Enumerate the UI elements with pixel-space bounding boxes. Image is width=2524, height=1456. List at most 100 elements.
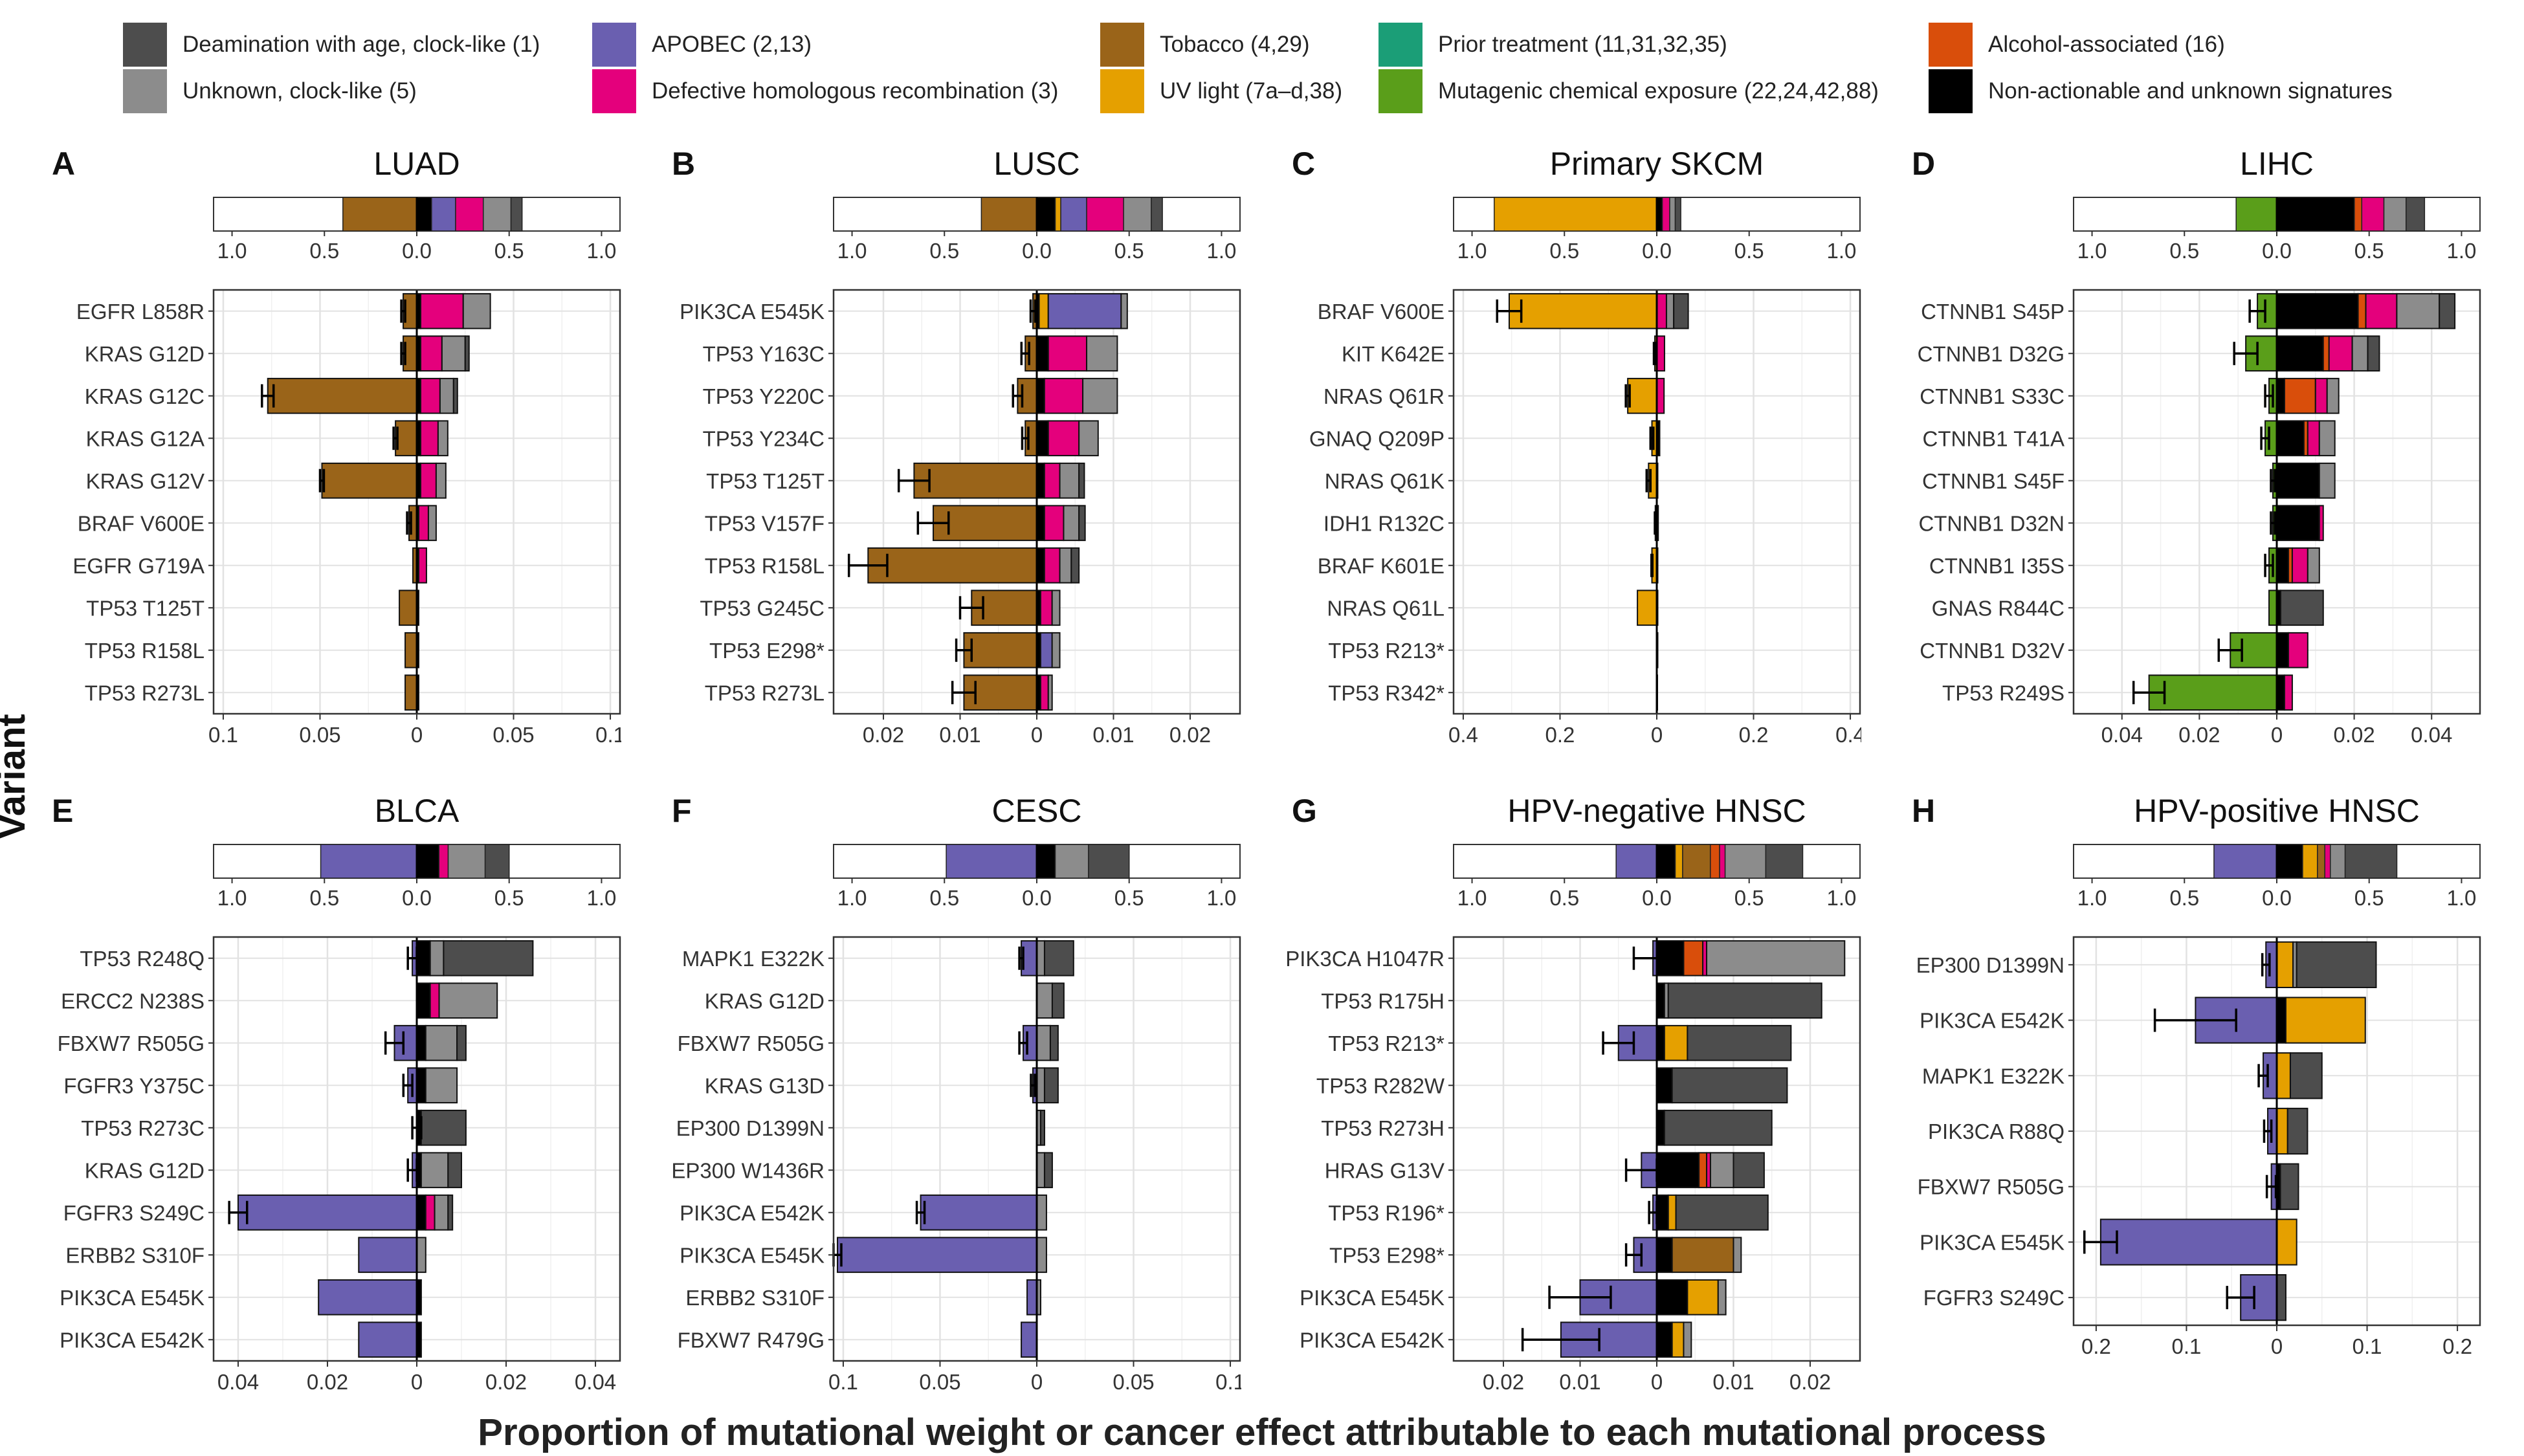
bar-segment-unk [420, 1152, 449, 1189]
weights-tick-label: 0.0 [402, 886, 432, 910]
panel-title: HPV-positive HNSC [2134, 793, 2420, 829]
bar-segment-hr [2307, 420, 2320, 457]
bar-segment-na [1656, 1024, 1665, 1061]
x-tick-label: 0 [411, 723, 423, 747]
variant-label: MAPK1 E322K [682, 947, 825, 971]
x-tick-label: 0.05 [299, 723, 340, 747]
bar-segment-deam [1667, 982, 1822, 1019]
weights-tick-label: 1.0 [217, 886, 247, 910]
legend-swatch [592, 23, 636, 67]
weights-tick-label: 0.5 [2354, 886, 2384, 910]
panel-C: C Primary SKCM 1.0 0.5 0.0 0.5 1.0 BRAF V600E KI… [1292, 146, 1861, 747]
bar-segment-hr [419, 377, 441, 414]
x-tick-label: 0.02 [1483, 1370, 1524, 1394]
bar-segment-hr [419, 335, 443, 372]
panel-A: A LUAD 1.0 0.5 0.0 0.5 1.0 EGFR L858R KRAS G12D K… [52, 146, 621, 747]
bar-segment-apobec [237, 1194, 417, 1231]
y-axis-label: Variant [0, 647, 33, 906]
variant-label: CTNNB1 I35S [1929, 554, 2065, 578]
weight-segment-alc [2354, 197, 2363, 232]
bar-segment-hr [425, 1194, 436, 1231]
variant-label: KRAS G12D [85, 342, 205, 366]
bar-segment-apobec [1021, 1321, 1037, 1358]
bar-segment-unk [1082, 377, 1118, 414]
x-tick-label: 0.04 [217, 1370, 259, 1394]
panel-title: CESC [992, 793, 1082, 829]
bar-segment-tob [399, 590, 417, 626]
variant-label: BRAF V600E [78, 511, 205, 535]
weight-segment-unk [1054, 844, 1089, 879]
weight-segment-uv [1054, 197, 1061, 232]
weight-segment-hr [2361, 197, 2385, 232]
bar-segment-apobec [318, 1279, 417, 1316]
weights-tick-label: 1.0 [217, 239, 247, 263]
variant-label: PIK3CA E545K [1920, 1230, 2065, 1254]
weights-tick-label: 0.5 [494, 886, 524, 910]
bar-segment-hr [2365, 292, 2398, 329]
bar-segment-unk [2326, 377, 2340, 414]
variant-label: KRAS G12D [705, 989, 825, 1013]
variant-label: PIK3CA E545K [1300, 1286, 1445, 1310]
x-tick-label: 0.02 [2178, 723, 2220, 747]
weight-segment-uv [1674, 844, 1683, 879]
bar-segment-unk [416, 1237, 426, 1274]
bar-segment-deam [1043, 1067, 1059, 1104]
variant-label: GNAS R844C [1932, 596, 2065, 620]
variant-label: CTNNB1 S45F [1922, 469, 2065, 493]
weight-segment-deam [1765, 844, 1804, 879]
weights-tick-label: 1.0 [837, 239, 867, 263]
bar-segment-deam [2367, 335, 2380, 372]
panel-D: D LIHC 1.0 0.5 0.0 0.5 1.0 CTNNB1 S45P CTNNB1 D3… [1912, 146, 2481, 747]
bar-segment-hr [419, 292, 464, 329]
panel-letter: H [1912, 793, 1935, 829]
bar-segment-na [416, 1024, 426, 1061]
weights-tick-label: 0.0 [1022, 886, 1052, 910]
legend-label: Alcohol-associated (16) [1988, 32, 2225, 57]
bar-segment-uv [1038, 292, 1049, 329]
bar-segment-na [1656, 982, 1665, 1019]
bar-segment-deam [443, 940, 534, 976]
bar-segment-na [1656, 1279, 1688, 1316]
weights-tick-label: 1.0 [1457, 886, 1487, 910]
bar-segment-uv [1627, 377, 1658, 414]
variant-label: MAPK1 E322K [1922, 1064, 2065, 1088]
variant-label: CTNNB1 D32V [1920, 639, 2065, 663]
bar-segment-unk [1120, 292, 1128, 329]
panel-title: BLCA [375, 793, 459, 829]
variant-label: NRAS Q61R [1323, 384, 1445, 408]
x-tick-label: 0.1 [828, 1370, 858, 1394]
x-tick-label: 0.2 [1739, 723, 1769, 747]
bar-segment-unk [429, 940, 445, 976]
bar-segment-apobec [1026, 1279, 1037, 1316]
variant-label: TP53 R342* [1328, 681, 1445, 705]
weights-tick-label: 0.5 [1549, 886, 1579, 910]
x-tick-label: 0.02 [307, 1370, 348, 1394]
legend-swatch [1929, 23, 1973, 67]
bar-segment-unk [1051, 590, 1061, 626]
bar-segment-hr [1043, 505, 1065, 542]
bar-segment-hr [2291, 547, 2308, 584]
x-tick-label: 0.02 [485, 1370, 527, 1394]
bar-segment-deam [447, 1152, 463, 1189]
x-tick-label: 0.1 [1215, 1370, 1241, 1394]
bar-segment-na [2276, 335, 2324, 372]
legend-item-prior: Prior treatment (11,31,32,35) [1378, 23, 1727, 67]
bar-segment-deam [2289, 1052, 2323, 1099]
bar-segment-hr [417, 505, 429, 542]
variant-label: TP53 Y163C [703, 342, 825, 366]
weights-tick-label: 1.0 [2077, 239, 2107, 263]
bar-segment-na [1656, 1109, 1665, 1146]
bar-segment-na [2276, 505, 2320, 542]
variant-label: TP53 R273L [85, 681, 205, 705]
weights-tick-label: 0.5 [309, 886, 339, 910]
bar-segment-hr [2283, 674, 2293, 711]
bar-segment-unk [1086, 335, 1118, 372]
variant-label: EP300 W1436R [671, 1158, 825, 1182]
bar-segment-unk [1732, 1237, 1742, 1274]
weight-segment-hr [1661, 197, 1670, 232]
legend-item-apobec: APOBEC (2,13) [592, 23, 812, 67]
bar-segment-hr [2318, 505, 2324, 542]
x-tick-label: 0.04 [2101, 723, 2143, 747]
weights-tick-label: 1.0 [2447, 886, 2477, 910]
bar-segment-deam [447, 1194, 454, 1231]
